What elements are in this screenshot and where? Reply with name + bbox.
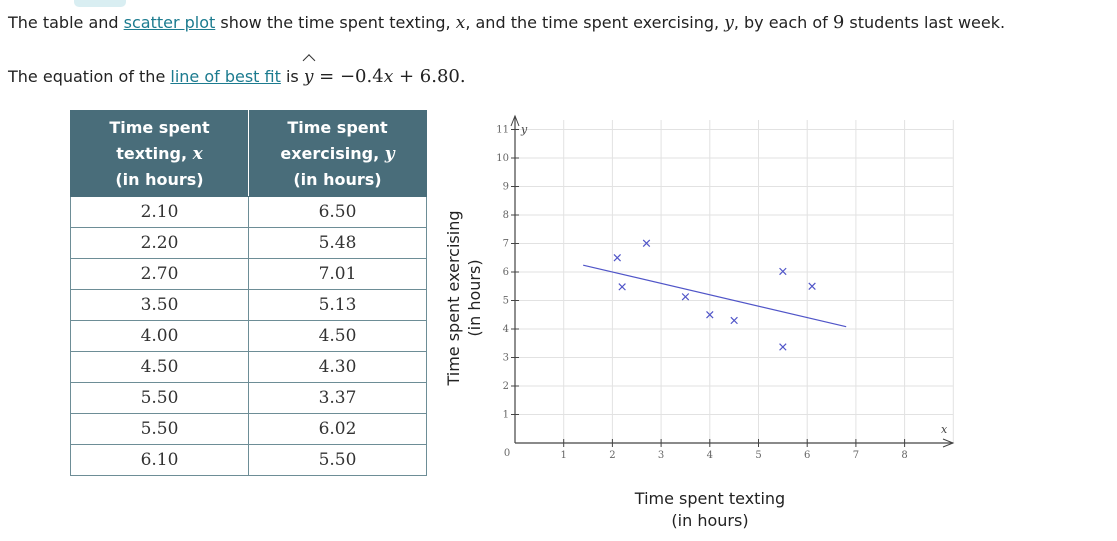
table-row: 5.50 6.02	[70, 413, 427, 445]
x-tick-label: 2	[609, 450, 615, 461]
intro-sentence: The table and scatter plot show the time…	[8, 12, 1005, 33]
header-line: (in hours)	[115, 169, 204, 189]
y-axis-arrow	[510, 114, 520, 127]
header-exercising: Time spent exercising, y (in hours)	[248, 110, 427, 197]
data-point	[779, 267, 787, 276]
table-row: 3.50 5.13	[70, 289, 427, 321]
best-fit-line	[583, 264, 847, 328]
intro-text: , and the time spent exercising,	[465, 13, 725, 32]
header-line: texting,	[116, 143, 193, 163]
y-tick-label: 10	[496, 153, 509, 164]
data-point	[618, 283, 626, 291]
origin-label: 0	[504, 448, 510, 459]
data-table: Time spent texting, x (in hours) Time sp…	[70, 110, 427, 476]
x-axis-arrow	[942, 438, 955, 448]
y-tick-label: 8	[503, 210, 509, 221]
intro-text: show the time spent texting,	[215, 13, 456, 32]
header-line: exercising,	[280, 143, 385, 163]
x-tick-label: 3	[658, 450, 664, 461]
header-line: (in hours)	[293, 169, 382, 189]
x-tick-label: 1	[561, 450, 567, 461]
equation-intercept: + 6.80	[393, 66, 460, 87]
cell-exercising: 6.50	[248, 196, 427, 228]
cell-texting: 5.50	[70, 413, 249, 445]
x-tick-label: 4	[707, 450, 713, 461]
cell-texting: 2.20	[70, 227, 249, 259]
student-count: 9	[832, 12, 845, 33]
y-tick-label: 11	[496, 125, 509, 136]
y-tick-label: 5	[503, 296, 509, 307]
axis-label-line: Time spent texting	[634, 489, 786, 508]
x-tick-label: 7	[853, 450, 859, 461]
data-point	[706, 311, 714, 319]
cell-texting: 5.50	[70, 382, 249, 414]
x-axis-label: Time spent texting (in hours)	[580, 488, 840, 532]
cell-exercising: 4.50	[248, 320, 427, 352]
table-row: 4.50 4.30	[70, 351, 427, 383]
x-axis-letter: x	[941, 423, 948, 436]
data-point	[730, 316, 738, 325]
x-tick-label: 6	[804, 450, 810, 461]
y-axis-label: Time spent exercising (in hours)	[443, 178, 485, 418]
cell-exercising: 5.50	[248, 444, 427, 476]
header-line: Time spent	[109, 117, 210, 137]
cell-texting: 4.50	[70, 351, 249, 383]
y-tick-label: 2	[503, 381, 509, 392]
cell-exercising: 3.37	[248, 382, 427, 414]
header-var-x: x	[192, 143, 203, 164]
cell-texting: 2.70	[70, 258, 249, 290]
cell-exercising: 4.30	[248, 351, 427, 383]
y-tick-label: 4	[503, 324, 509, 335]
y-tick-label: 9	[503, 182, 509, 193]
scatter-plot-link[interactable]: scatter plot	[123, 13, 216, 32]
data-point	[808, 282, 816, 290]
equation-sentence: The equation of the line of best fit is …	[8, 66, 466, 87]
y-tick-label: 7	[503, 239, 509, 250]
y-tick-label: 6	[503, 267, 509, 278]
data-point	[779, 343, 787, 351]
y-tick-label: 3	[503, 353, 509, 364]
cell-exercising: 6.02	[248, 413, 427, 445]
data-point	[642, 239, 651, 247]
equation-slope: = −0.4	[313, 66, 384, 87]
data-point	[681, 293, 690, 301]
header-line: Time spent	[287, 117, 388, 137]
header-var-y: y	[384, 143, 395, 164]
y-hat: y	[303, 67, 314, 87]
x-tick-label: 5	[755, 450, 761, 461]
x-tick-label: 8	[901, 450, 907, 461]
equation-period: .	[459, 66, 466, 87]
cell-texting: 6.10	[70, 444, 249, 476]
line-of-best-fit-link[interactable]: line of best fit	[170, 67, 281, 86]
axis-label-line: Time spent exercising	[444, 210, 463, 386]
equation-text: is	[280, 67, 304, 86]
table-row: 5.50 3.37	[70, 382, 427, 414]
intro-text: The table and	[8, 13, 124, 32]
y-tick-label: 1	[503, 410, 509, 421]
var-y: y	[724, 13, 734, 33]
y-axis-letter: y	[520, 123, 528, 136]
equation-x: x	[383, 67, 394, 87]
equation-text: The equation of the	[8, 67, 171, 86]
table-row: 2.20 5.48	[70, 227, 427, 259]
axis-label-line: (in hours)	[671, 511, 749, 530]
axis-label-line: (in hours)	[465, 259, 484, 337]
intro-text: , by each of	[733, 13, 833, 32]
var-x: x	[455, 13, 466, 33]
table-row: 6.10 5.50	[70, 444, 427, 476]
data-point	[613, 254, 621, 262]
top-tab-strip	[74, 0, 126, 7]
intro-text: students last week.	[844, 13, 1006, 32]
